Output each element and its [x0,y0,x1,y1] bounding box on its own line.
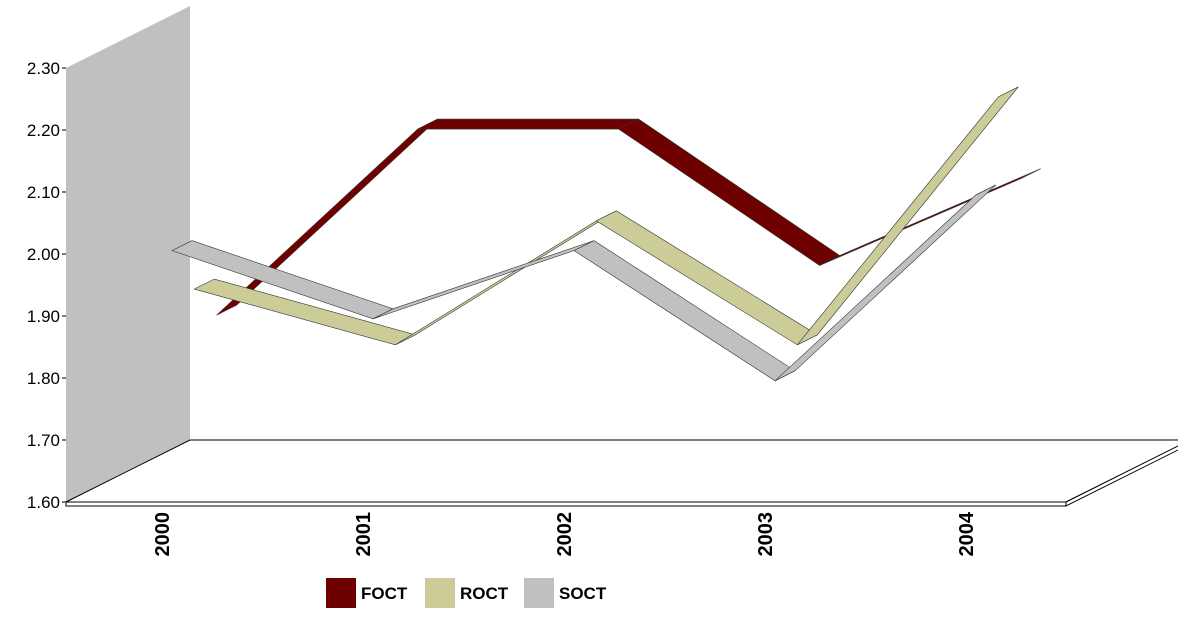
legend-swatch [425,578,455,608]
axes: 1.60 1.70 1.80 1.90 2.00 2.10 2.20 2.30 2000 2001… [27,59,978,557]
legend-label: SOCT [559,584,607,603]
x-tick-label: 2003 [755,512,777,557]
y-tick-label: 1.60 [27,493,60,512]
y-tick-label: 1.80 [27,369,60,388]
y-tick-label: 2.10 [27,183,60,202]
x-tick-label: 2004 [956,511,978,556]
ribbon-segment [216,118,438,316]
chart-walls [65,6,1178,507]
ribbon-segment [797,86,1019,346]
y-tick-label: 2.30 [27,59,60,78]
y-tick-label: 2.00 [27,245,60,264]
legend-label: FOCT [361,584,408,603]
y-tick-label: 1.90 [27,307,60,326]
floor-edge [65,501,1067,507]
legend-swatch [524,578,554,608]
y-tick-label: 2.20 [27,121,60,140]
side-wall [66,6,190,502]
y-tick-label: 1.70 [27,431,60,450]
floor-side-edge [1065,445,1178,507]
legend-swatch [326,578,356,608]
series-roct [193,86,1019,346]
x-tick-label: 2000 [152,512,174,557]
series-soct [171,184,997,382]
legend: FOCT ROCT SOCT [326,578,607,608]
ribbon-segment [417,118,639,130]
series-layer [171,86,1041,382]
x-tick-label: 2001 [353,512,375,557]
ribbon-segment [774,184,997,382]
ribbon-segment [395,210,617,346]
legend-label: ROCT [460,584,509,603]
x-tick-label: 2002 [554,512,576,557]
ribbon-segment [372,240,595,320]
floor [65,439,1178,503]
